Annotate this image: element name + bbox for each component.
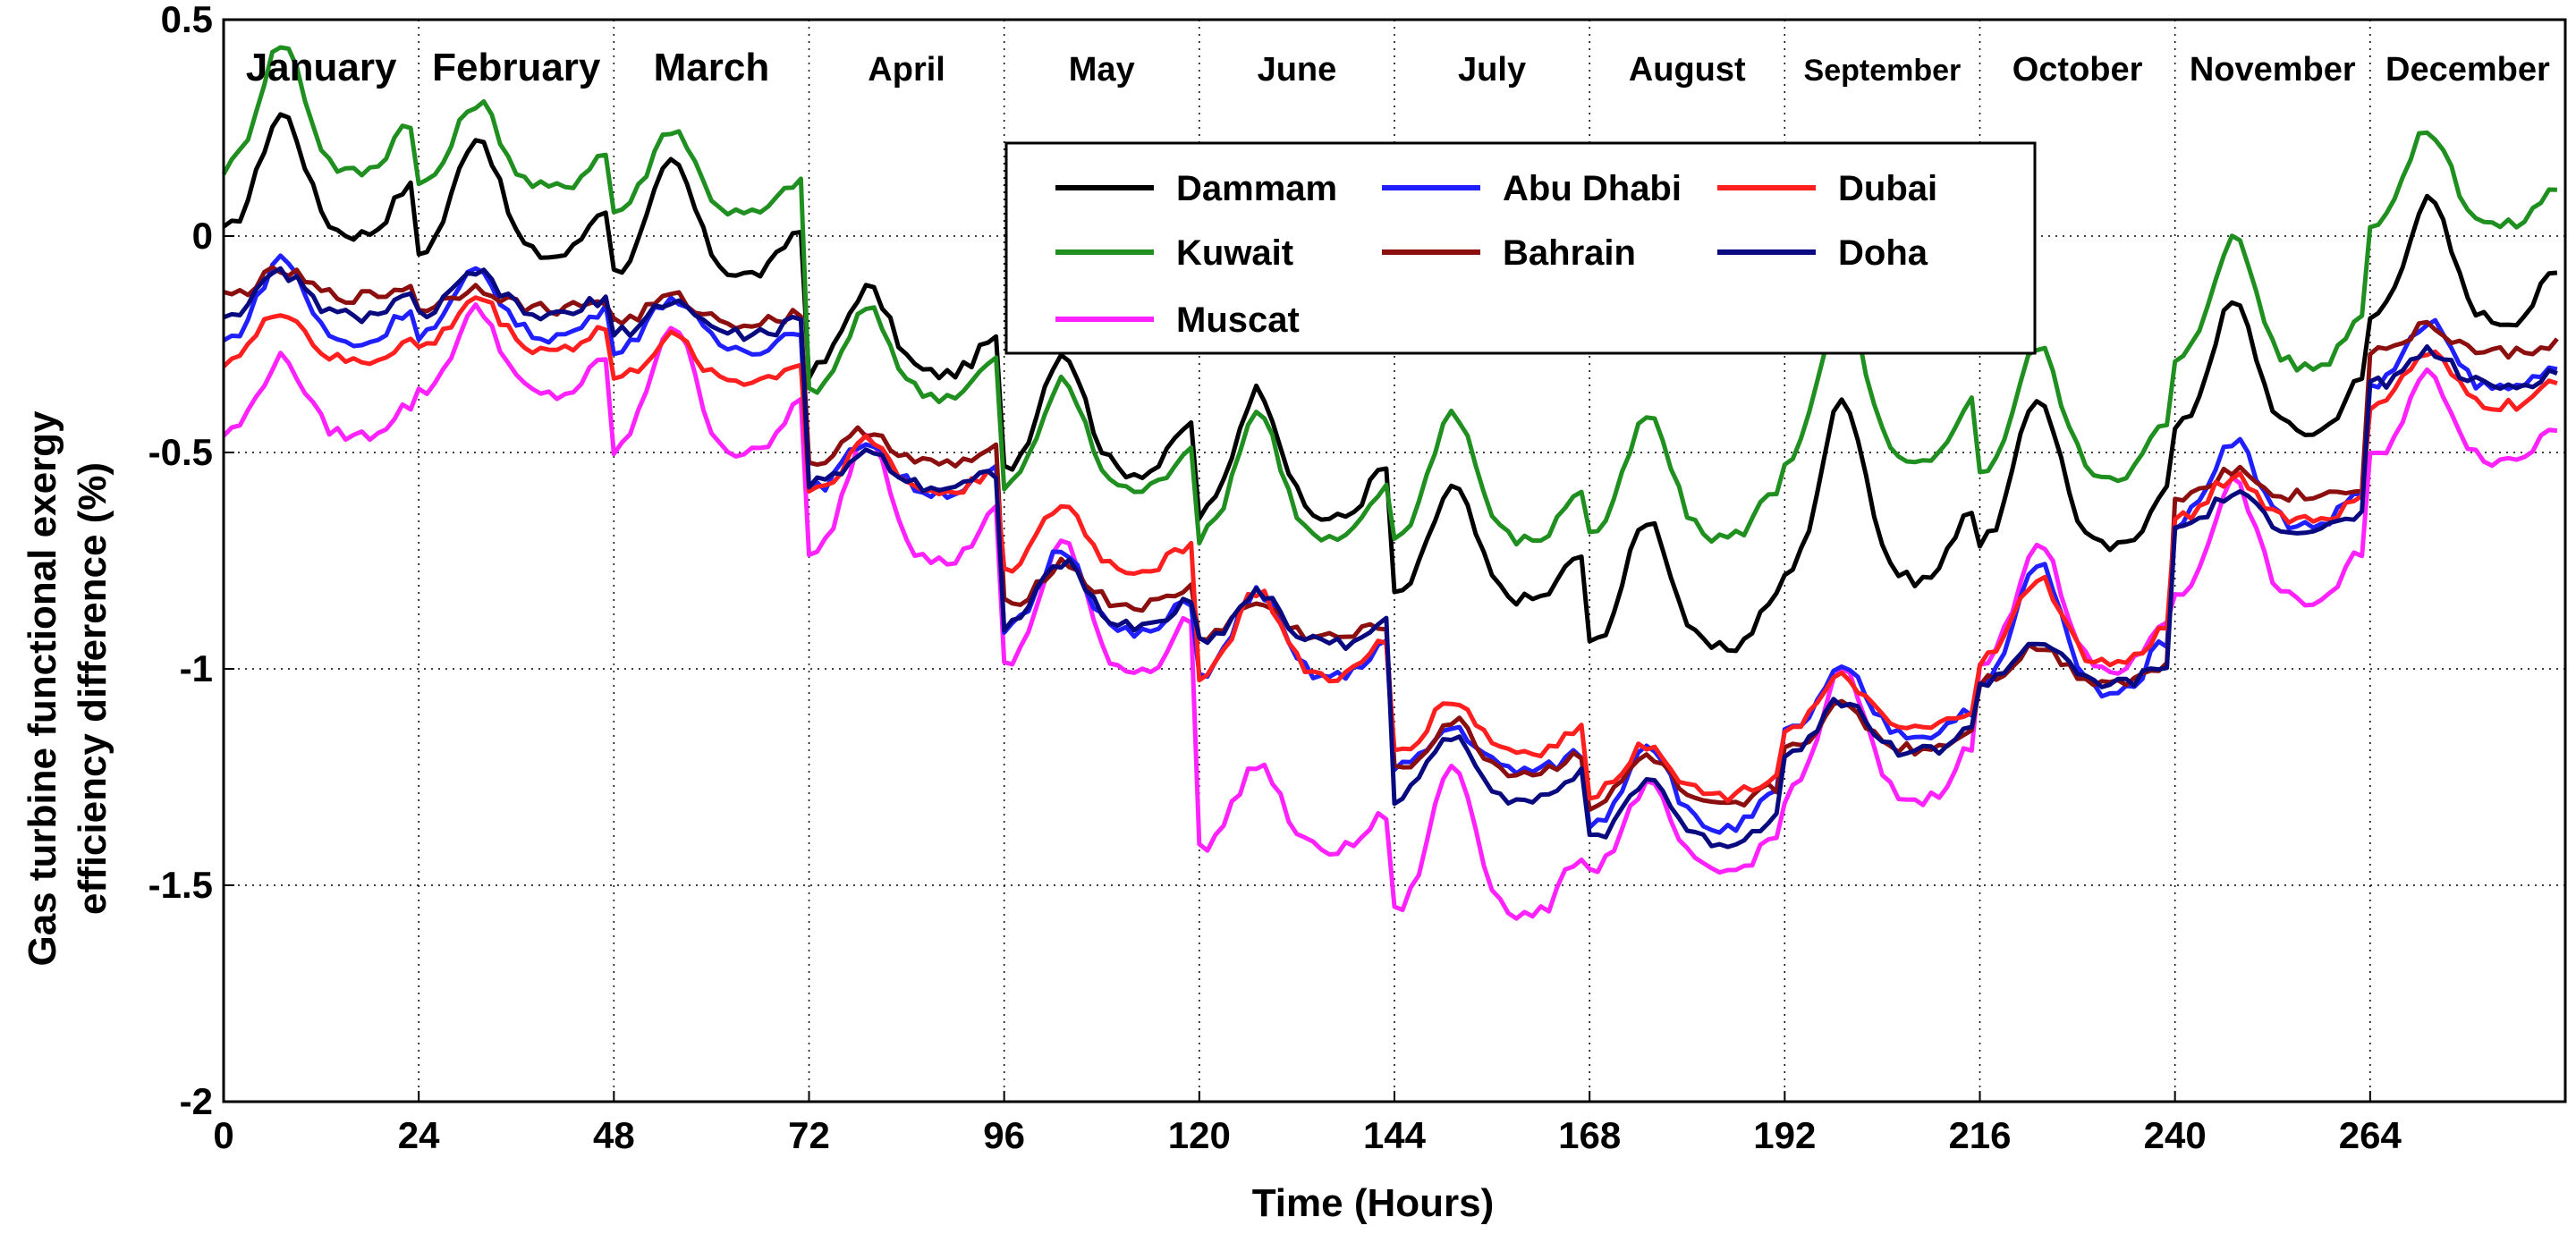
y-tick-label: -0.5 — [148, 431, 213, 473]
legend-label: Muscat — [1176, 300, 1300, 340]
series-line-muscat — [222, 302, 2558, 921]
series-layer — [221, 45, 2559, 921]
x-tick-label: 0 — [213, 1114, 233, 1156]
legend-label: Abu Dhabi — [1503, 169, 1682, 208]
x-tick-label: 120 — [1168, 1114, 1231, 1156]
month-label: November — [2190, 51, 2356, 89]
x-tick-label: 96 — [983, 1114, 1025, 1156]
y-tick-label: 0.5 — [161, 0, 213, 40]
x-tick-label: 168 — [1558, 1114, 1621, 1156]
month-label: May — [1069, 51, 1135, 89]
legend-label: Dubai — [1838, 169, 1937, 208]
month-label: July — [1458, 51, 1526, 89]
month-label: February — [432, 46, 601, 89]
y-axis-label-line-1: Gas turbine functional exergy — [21, 410, 64, 967]
y-tick-label: -2 — [180, 1080, 213, 1122]
month-label: September — [1804, 54, 1962, 88]
axis-layer: 0.50-0.5-1-1.5-20 24 48 72 96 120 144 168 192 216… — [148, 0, 2402, 1156]
legend: Dammam Abu Dhabi Dubai Kuwait Bahrain Doha Mus… — [1004, 141, 2037, 355]
x-tick-label: 240 — [2144, 1114, 2207, 1156]
month-label: October — [2012, 51, 2143, 89]
month-label: January — [246, 46, 397, 89]
x-tick-label: 144 — [1363, 1114, 1427, 1156]
y-tick-label: -1.5 — [148, 864, 213, 906]
x-axis-label: Time (Hours) — [1252, 1181, 1495, 1225]
series-line-doha — [223, 266, 2558, 849]
legend-label: Dammam — [1176, 169, 1337, 208]
x-tick-label: 24 — [398, 1114, 440, 1156]
month-label: March — [654, 46, 770, 89]
y-tick-label: -1 — [180, 647, 213, 689]
legend-box — [1004, 141, 2037, 355]
y-tick-label: 0 — [192, 215, 213, 257]
series-line-kuwait — [221, 45, 2557, 547]
month-label: April — [868, 51, 945, 89]
legend-label: Doha — [1838, 233, 1928, 273]
series-line-dammam — [222, 112, 2558, 654]
y-axis-label-line-2: efficiency difference (%) — [71, 462, 114, 915]
month-label: August — [1629, 51, 1746, 89]
month-labels: January February March April May June July Augu… — [246, 46, 2550, 89]
legend-label: Kuwait — [1176, 233, 1293, 273]
month-label: June — [1258, 51, 1337, 89]
x-tick-label: 192 — [1753, 1114, 1816, 1156]
month-label: December — [2385, 51, 2550, 89]
x-tick-label: 264 — [2339, 1114, 2402, 1156]
x-tick-label: 72 — [788, 1114, 830, 1156]
x-tick-label: 216 — [1948, 1114, 2011, 1156]
legend-label: Bahrain — [1503, 233, 1636, 273]
x-tick-label: 48 — [593, 1114, 635, 1156]
